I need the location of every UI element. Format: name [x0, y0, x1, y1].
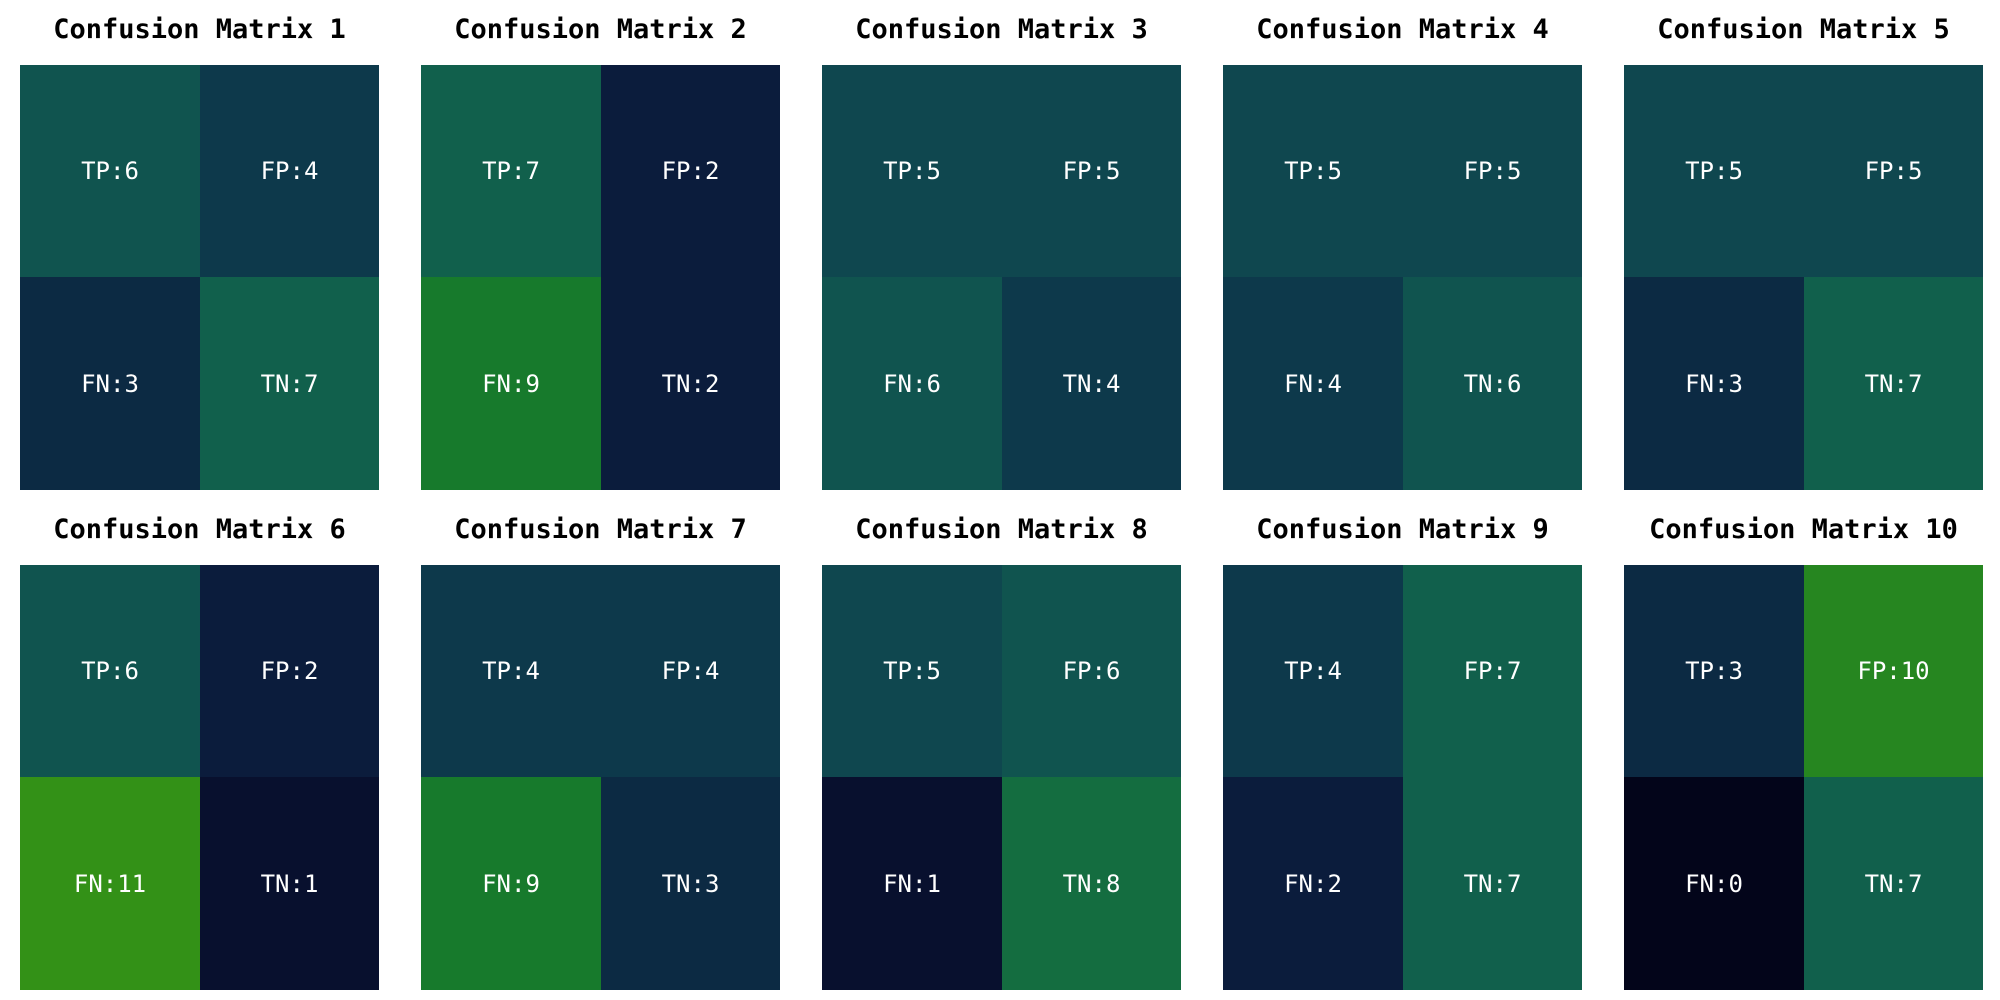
matrix-cell-fn: FN:1 — [822, 777, 1002, 990]
matrix-cell-tn: TN:8 — [1002, 777, 1181, 990]
matrix-cell-fp: FP:7 — [1403, 565, 1582, 777]
matrix-cell-tn: TN:1 — [200, 777, 379, 990]
matrix-cell-fp: FP:5 — [1804, 65, 1983, 277]
chart-title: Confusion Matrix 6 — [53, 514, 346, 545]
matrix-cell-fp: FP:2 — [200, 565, 379, 777]
matrix-cell-tn: TN:3 — [601, 777, 780, 990]
matrix-cell-fn: FN:2 — [1223, 777, 1403, 990]
matrix-cell-fn: FN:11 — [20, 777, 200, 990]
confusion-matrix-panel: Confusion Matrix 5 TP:5 FP:5 FN:3 TN:7 — [1624, 10, 1983, 490]
matrix-grid: TP:4 FP:4 FN:9 TN:3 — [421, 565, 780, 990]
chart-title: Confusion Matrix 2 — [454, 14, 747, 45]
matrix-cell-fp: FP:10 — [1804, 565, 1983, 777]
chart-title: Confusion Matrix 1 — [53, 14, 346, 45]
matrix-cell-tn: TN:7 — [200, 277, 379, 490]
matrix-grid: TP:4 FP:7 FN:2 TN:7 — [1223, 565, 1582, 990]
matrix-grid: TP:5 FP:5 FN:3 TN:7 — [1624, 65, 1983, 490]
confusion-matrix-panel: Confusion Matrix 8 TP:5 FP:6 FN:1 TN:8 — [822, 510, 1181, 990]
confusion-matrix-panel: Confusion Matrix 7 TP:4 FP:4 FN:9 TN:3 — [421, 510, 780, 990]
matrix-cell-tn: TN:7 — [1804, 277, 1983, 490]
matrix-cell-tp: TP:4 — [1223, 565, 1403, 777]
matrix-cell-fp: FP:2 — [601, 65, 780, 277]
matrix-cell-tp: TP:5 — [1223, 65, 1403, 277]
matrix-cell-tp: TP:5 — [822, 565, 1002, 777]
matrix-grid: TP:5 FP:5 FN:4 TN:6 — [1223, 65, 1582, 490]
matrix-cell-fn: FN:0 — [1624, 777, 1804, 990]
matrix-grid: TP:5 FP:6 FN:1 TN:8 — [822, 565, 1181, 990]
matrix-cell-tp: TP:7 — [421, 65, 601, 277]
matrix-cell-fn: FN:3 — [20, 277, 200, 490]
matrix-cell-fn: FN:3 — [1624, 277, 1804, 490]
matrix-cell-fp: FP:4 — [601, 565, 780, 777]
matrix-grid: TP:7 FP:2 FN:9 TN:2 — [421, 65, 780, 490]
confusion-matrix-panel: Confusion Matrix 2 TP:7 FP:2 FN:9 TN:2 — [421, 10, 780, 490]
chart-title: Confusion Matrix 9 — [1256, 514, 1549, 545]
chart-title: Confusion Matrix 5 — [1657, 14, 1950, 45]
confusion-matrix-panel: Confusion Matrix 9 TP:4 FP:7 FN:2 TN:7 — [1223, 510, 1582, 990]
matrix-cell-tp: TP:6 — [20, 565, 200, 777]
confusion-matrix-panel: Confusion Matrix 4 TP:5 FP:5 FN:4 TN:6 — [1223, 10, 1582, 490]
matrix-cell-fp: FP:4 — [200, 65, 379, 277]
matrix-cell-tn: TN:6 — [1403, 277, 1582, 490]
chart-title: Confusion Matrix 8 — [855, 514, 1148, 545]
chart-title: Confusion Matrix 10 — [1649, 514, 1958, 545]
matrix-cell-fn: FN:6 — [822, 277, 1002, 490]
matrix-grid: TP:6 FP:2 FN:11 TN:1 — [20, 565, 379, 990]
matrix-cell-tn: TN:7 — [1403, 777, 1582, 990]
chart-title: Confusion Matrix 3 — [855, 14, 1148, 45]
confusion-matrix-panel: Confusion Matrix 10 TP:3 FP:10 FN:0 TN:7 — [1624, 510, 1983, 990]
matrix-grid: TP:6 FP:4 FN:3 TN:7 — [20, 65, 379, 490]
matrix-cell-tn: TN:2 — [601, 277, 780, 490]
matrix-cell-tp: TP:3 — [1624, 565, 1804, 777]
chart-title: Confusion Matrix 7 — [454, 514, 747, 545]
confusion-matrix-panel: Confusion Matrix 3 TP:5 FP:5 FN:6 TN:4 — [822, 10, 1181, 490]
matrix-cell-tn: TN:4 — [1002, 277, 1181, 490]
matrix-grid: TP:5 FP:5 FN:6 TN:4 — [822, 65, 1181, 490]
matrix-cell-fp: FP:6 — [1002, 565, 1181, 777]
matrix-cell-tp: TP:5 — [822, 65, 1002, 277]
matrix-cell-tp: TP:4 — [421, 565, 601, 777]
matrix-cell-tn: TN:7 — [1804, 777, 1983, 990]
matrix-cell-fp: FP:5 — [1403, 65, 1582, 277]
confusion-matrix-panel: Confusion Matrix 1 TP:6 FP:4 FN:3 TN:7 — [20, 10, 379, 490]
matrix-cell-fn: FN:9 — [421, 277, 601, 490]
matrix-cell-tp: TP:5 — [1624, 65, 1804, 277]
matrix-cell-tp: TP:6 — [20, 65, 200, 277]
confusion-matrix-panel: Confusion Matrix 6 TP:6 FP:2 FN:11 TN:1 — [20, 510, 379, 990]
matrix-cell-fn: FN:9 — [421, 777, 601, 990]
chart-title: Confusion Matrix 4 — [1256, 14, 1549, 45]
matrix-cell-fp: FP:5 — [1002, 65, 1181, 277]
matrix-cell-fn: FN:4 — [1223, 277, 1403, 490]
matrix-grid: TP:3 FP:10 FN:0 TN:7 — [1624, 565, 1983, 990]
